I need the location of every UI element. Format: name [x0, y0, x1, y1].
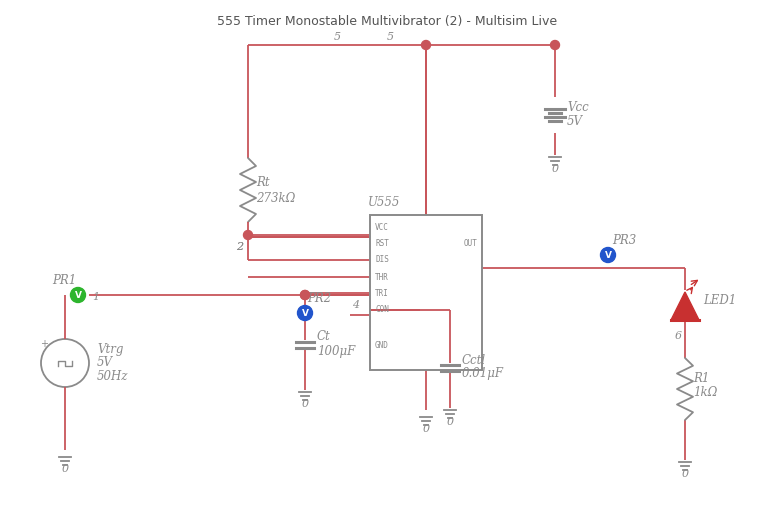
Text: PR3: PR3: [612, 235, 636, 247]
Text: 50Hz: 50Hz: [97, 371, 128, 383]
Circle shape: [422, 41, 430, 49]
Text: 0: 0: [61, 464, 69, 474]
Text: V: V: [302, 308, 309, 318]
Text: 5V: 5V: [567, 115, 583, 127]
Circle shape: [297, 305, 313, 321]
Text: Ct: Ct: [317, 330, 330, 344]
Text: 0: 0: [423, 424, 430, 434]
Text: V: V: [74, 291, 81, 299]
Text: CON: CON: [375, 305, 389, 315]
Text: GND: GND: [375, 341, 389, 350]
Text: +: +: [40, 339, 48, 349]
Text: Vtrg: Vtrg: [97, 343, 123, 355]
Text: 0: 0: [301, 399, 309, 409]
Polygon shape: [671, 292, 699, 320]
Text: U555: U555: [368, 196, 400, 210]
Text: 0: 0: [447, 417, 454, 427]
Circle shape: [244, 231, 252, 240]
Text: PR2: PR2: [307, 293, 331, 305]
Text: 2: 2: [236, 242, 243, 252]
Text: 5: 5: [334, 32, 341, 42]
Text: LED1: LED1: [703, 294, 736, 306]
Text: TRI: TRI: [375, 289, 389, 297]
Circle shape: [70, 288, 85, 302]
Text: 555 Timer Monostable Multivibrator (2) - Multisim Live: 555 Timer Monostable Multivibrator (2) -…: [217, 15, 557, 29]
Circle shape: [601, 247, 615, 263]
Text: DIS: DIS: [375, 256, 389, 265]
Text: R1: R1: [693, 372, 710, 384]
Text: THR: THR: [375, 272, 389, 281]
Text: 4: 4: [352, 300, 359, 310]
Text: 273kΩ: 273kΩ: [256, 191, 296, 205]
Text: 100μF: 100μF: [317, 345, 355, 357]
Bar: [370, 215, 482, 370]
Text: 0: 0: [551, 164, 559, 174]
Text: 1: 1: [92, 292, 99, 302]
Text: V: V: [604, 250, 611, 260]
Text: 2: 2: [236, 242, 243, 252]
Circle shape: [550, 41, 560, 49]
Text: Vcc: Vcc: [567, 100, 589, 114]
Text: PR1: PR1: [52, 274, 76, 288]
Text: RST: RST: [375, 239, 389, 247]
Text: OUT: OUT: [463, 239, 477, 247]
Circle shape: [300, 291, 310, 299]
Text: 6: 6: [675, 331, 682, 341]
Text: 5V: 5V: [97, 356, 113, 370]
Text: 0.01μF: 0.01μF: [462, 367, 504, 381]
Text: 1kΩ: 1kΩ: [693, 386, 717, 400]
Text: Cctl: Cctl: [462, 353, 486, 366]
Circle shape: [300, 291, 310, 299]
Text: VCC: VCC: [375, 222, 389, 232]
Text: 5: 5: [386, 32, 393, 42]
Text: 0: 0: [681, 469, 689, 479]
Text: Rt: Rt: [256, 177, 269, 189]
